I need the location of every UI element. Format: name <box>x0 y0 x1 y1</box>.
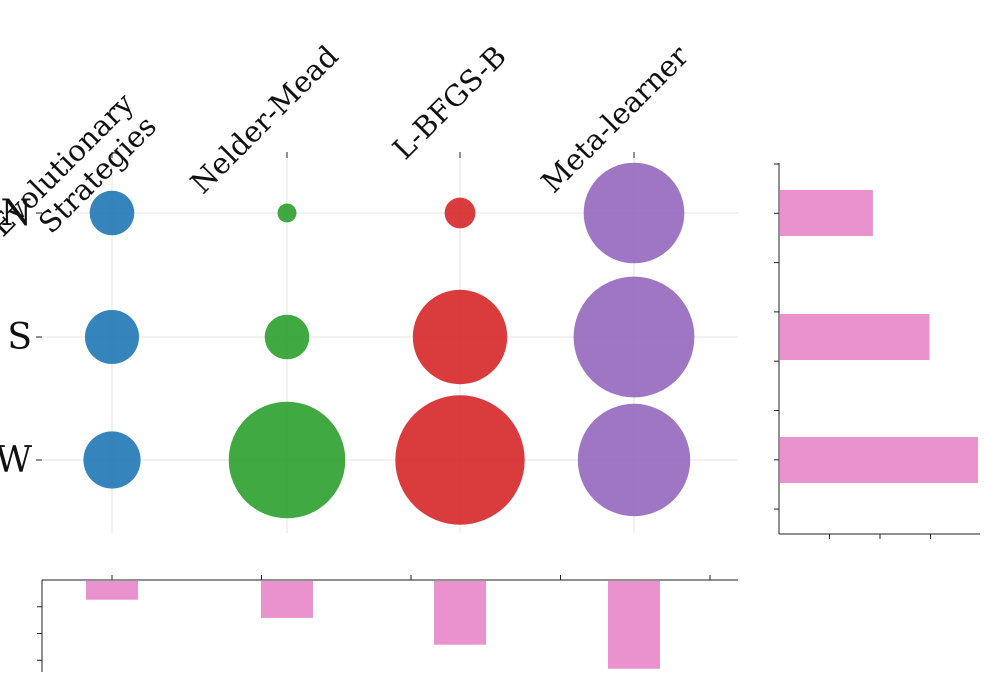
column-marginal-bar-chart <box>37 575 738 672</box>
column-total-bar-meta-learner <box>608 581 660 669</box>
row-total-bar-s <box>780 314 930 360</box>
bubble-s-nelder-mead <box>264 314 310 360</box>
bubble-w-l-bfgs-b <box>395 395 525 525</box>
row-total-bar-w <box>780 437 978 483</box>
bubble-n-nelder-mead <box>277 203 297 223</box>
bubble-n-l-bfgs-b <box>444 197 476 229</box>
bubble-w-evolutionary-strategies <box>83 431 141 489</box>
column-label-l-bfgs-b: L-BFGS-B <box>386 39 513 166</box>
column-label-nelder-mead: Nelder-Mead <box>184 39 345 200</box>
bubble-n-evolutionary-strategies <box>89 190 135 236</box>
bubble-s-meta-learner <box>573 276 695 398</box>
column-total-bar-l-bfgs-b <box>434 581 486 645</box>
bubble-w-nelder-mead <box>228 401 346 519</box>
row-label-w: W <box>0 440 32 481</box>
bubble-s-evolutionary-strategies <box>85 310 139 364</box>
row-labels: N S W <box>0 193 32 481</box>
column-total-bar-evolutionary-strategies <box>86 581 138 600</box>
row-label-s: S <box>7 317 32 358</box>
bubble-n-meta-learner <box>583 162 685 264</box>
column-total-bar-nelder-mead <box>261 581 313 618</box>
column-label-line: L-BFGS-B <box>386 39 513 166</box>
column-label-line: Nelder-Mead <box>184 39 345 200</box>
row-total-bar-n <box>780 190 873 236</box>
row-label-n: N <box>1 193 33 234</box>
bubble-series <box>83 162 695 525</box>
bubble-w-meta-learner <box>577 403 691 517</box>
bubble-s-l-bfgs-b <box>412 289 508 385</box>
row-marginal-bar-chart <box>774 163 980 539</box>
